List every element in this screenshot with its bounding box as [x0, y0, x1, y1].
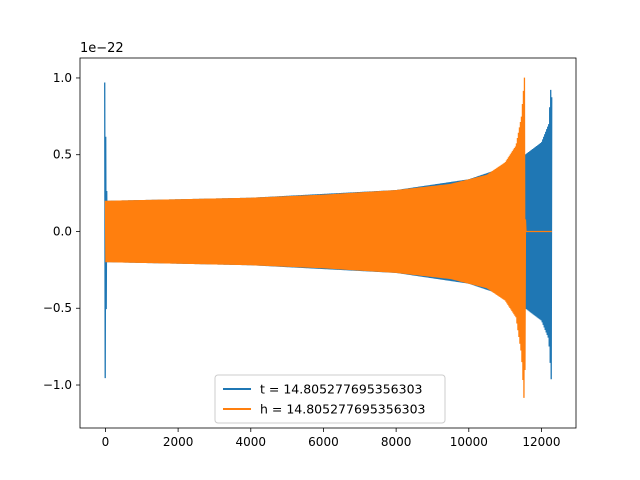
legend: t = 14.805277695356303 h = 14.80527769535…: [214, 374, 446, 424]
y-tick-label: −1.0: [43, 378, 72, 392]
x-tick-label: 10000: [450, 435, 488, 449]
x-tick-label: 2000: [163, 435, 194, 449]
legend-box: [214, 374, 446, 424]
x-tick-label: 6000: [308, 435, 339, 449]
y-tick-label: −0.5: [43, 301, 72, 315]
x-tick-label: 0: [102, 435, 110, 449]
x-tick-label: 8000: [381, 435, 412, 449]
x-axis: 0 2000 4000 6000 8000 10000 12000: [102, 428, 561, 449]
y-tick-label: 0.5: [53, 148, 72, 162]
y-tick-label: 1.0: [53, 71, 72, 85]
series-1-line: [104, 77, 552, 398]
plot-frame: [79, 57, 577, 429]
x-tick-label: 4000: [236, 435, 267, 449]
y-tick-label: 0.0: [53, 224, 72, 238]
y-offset-label: 1e−22: [80, 41, 124, 56]
legend-label: t = 14.805277695356303: [260, 382, 423, 397]
legend-label: h = 14.805277695356303: [260, 402, 426, 417]
x-tick-label: 12000: [522, 435, 560, 449]
y-axis: −1.0 −0.5 0.0 0.5 1.0: [43, 71, 80, 392]
series-layer: [104, 77, 553, 398]
